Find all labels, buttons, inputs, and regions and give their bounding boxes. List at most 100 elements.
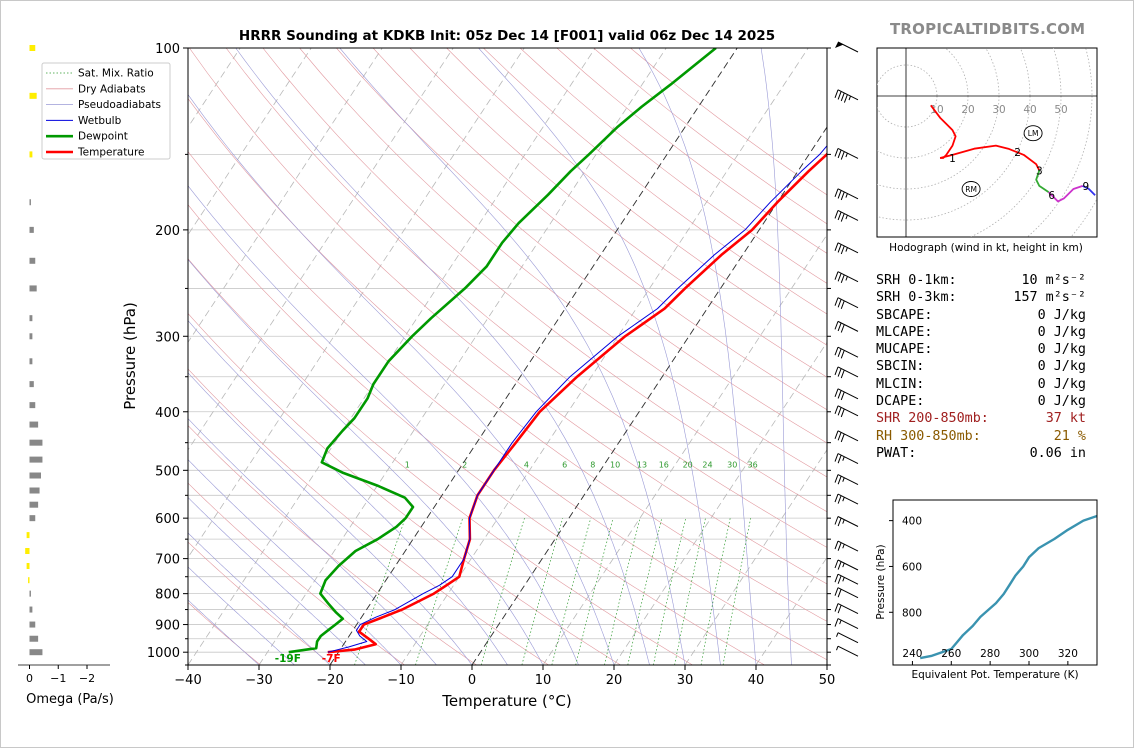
y-tick-label: 100	[155, 42, 180, 57]
mixing-ratio-label: 1	[405, 461, 410, 470]
x-tick-label: 50	[819, 673, 836, 688]
wind-barb	[834, 618, 859, 629]
omega-bar	[29, 649, 43, 656]
legend-box	[41, 62, 171, 160]
omega-bar	[29, 333, 33, 340]
y-tick-label: 800	[155, 588, 180, 603]
omega-tick-label: −1	[50, 672, 66, 685]
mixing-ratio-label: 16	[659, 461, 669, 470]
surface-dewpoint-label: -19F	[275, 653, 301, 665]
barb-half	[845, 214, 848, 220]
dry-adiabat	[188, 541, 333, 665]
barb-full	[837, 91, 842, 100]
omega-bar	[25, 547, 30, 554]
dry-adiabat	[189, 48, 827, 585]
stat-row: SRH 0-1km: 10 m²s⁻²	[876, 272, 1086, 289]
mixing-ratio-label: 6	[562, 461, 567, 470]
pseudoadiabat	[188, 185, 579, 665]
wind-barb	[835, 41, 859, 53]
barb-staff	[837, 573, 859, 585]
dry-adiabat	[188, 602, 261, 665]
theta-e-x-tick-label: 280	[980, 648, 1000, 660]
legend-label: Dewpoint	[78, 131, 128, 143]
wind-barb	[834, 573, 859, 585]
hodograph-trace	[1082, 185, 1096, 196]
barb-full	[834, 242, 839, 252]
wetbulb-line	[327, 144, 827, 653]
stat-row: MLCIN: 0 J/kg	[876, 376, 1086, 393]
barb-staff	[837, 147, 859, 159]
mixing-ratio-line	[604, 518, 641, 665]
barb-full	[837, 589, 842, 598]
barb-full	[834, 347, 839, 356]
mixing-ratio-label: 8	[590, 461, 595, 470]
barb-staff	[837, 297, 859, 309]
pseudoadiabat	[339, 48, 686, 665]
legend: Sat. Mix. Ratio Dry Adiabats Pseudoadiabat…	[41, 62, 171, 160]
temperature-line	[327, 152, 827, 654]
hodograph-plot: 10 20 30 40 50 1 2 3 6 9 LM RM	[877, 48, 1097, 237]
mixing-ratio-label: 13	[637, 461, 647, 470]
omega-bar	[29, 590, 31, 597]
barb-staff	[837, 388, 859, 400]
barb-half	[845, 193, 848, 198]
mixing-ratio-line	[575, 518, 614, 665]
y-tick-label: 700	[155, 553, 180, 568]
theta-e-line	[919, 514, 1097, 660]
barb-staff	[837, 209, 859, 221]
barb-full	[840, 369, 845, 379]
isotherm	[542, 233, 827, 665]
wind-barb	[834, 89, 859, 103]
barb-full	[834, 587, 839, 596]
stat-label: SBCIN:	[876, 359, 925, 375]
pseudoadiabat	[188, 496, 366, 665]
omega-bar	[29, 285, 37, 292]
omega-bar	[29, 439, 43, 446]
barb-half	[848, 95, 851, 101]
omega-bar	[29, 501, 39, 508]
barb-full	[837, 390, 842, 399]
barb-half	[842, 477, 845, 482]
pseudoadiabat	[188, 566, 295, 665]
legend-label: Wetbulb	[78, 115, 122, 127]
pseudoadiabat	[188, 532, 331, 665]
surface-temperature-label: -7F	[322, 653, 341, 665]
wind-barb	[834, 405, 859, 418]
barb-staff	[837, 453, 859, 465]
dewpoint-line	[288, 48, 717, 654]
hodograph-ring-label: 30	[992, 104, 1005, 116]
barb-full	[840, 151, 845, 160]
barb-full	[834, 297, 839, 306]
barb-full	[837, 273, 842, 282]
barb-full	[834, 453, 839, 462]
barb-half	[836, 632, 839, 637]
barb-staff	[837, 405, 859, 417]
stat-row: RH 300-850mb: 21 %	[876, 428, 1086, 445]
barb-full	[834, 540, 839, 550]
mixing-ratio-line	[627, 518, 663, 665]
barb-full	[840, 391, 845, 401]
mixing-ratio-label: 30	[727, 461, 737, 470]
pseudoadiabat	[760, 48, 792, 665]
barb-full	[834, 321, 839, 330]
theta-e-y-label: Pressure (hPa)	[875, 544, 887, 619]
stat-value: 37 kt	[1045, 411, 1086, 427]
y-tick-label: 900	[155, 619, 180, 634]
skewt-axes: −40 −30 −20 −10 0 10 20 30 40 50 100 200 300 400 500 60…	[147, 42, 835, 688]
mixing-ratio-line	[674, 518, 706, 665]
brand-watermark: TROPICALTIDBITS.COM	[890, 20, 1086, 38]
barb-full	[834, 405, 839, 414]
wind-barb	[836, 645, 859, 657]
omega-bar	[29, 226, 34, 233]
barb-full	[834, 559, 839, 569]
dry-adiabat	[188, 313, 621, 665]
barb-full	[840, 408, 845, 418]
stat-label: SBCAPE:	[876, 307, 933, 323]
wind-barb	[834, 209, 859, 222]
stat-value: 10 m²s⁻²	[1021, 273, 1087, 288]
barb-staff	[837, 474, 859, 486]
isotherm	[188, 48, 312, 236]
wind-barb	[834, 474, 859, 486]
theta-e-y-tick-label: 800	[902, 607, 922, 619]
omega-bar	[29, 315, 33, 322]
